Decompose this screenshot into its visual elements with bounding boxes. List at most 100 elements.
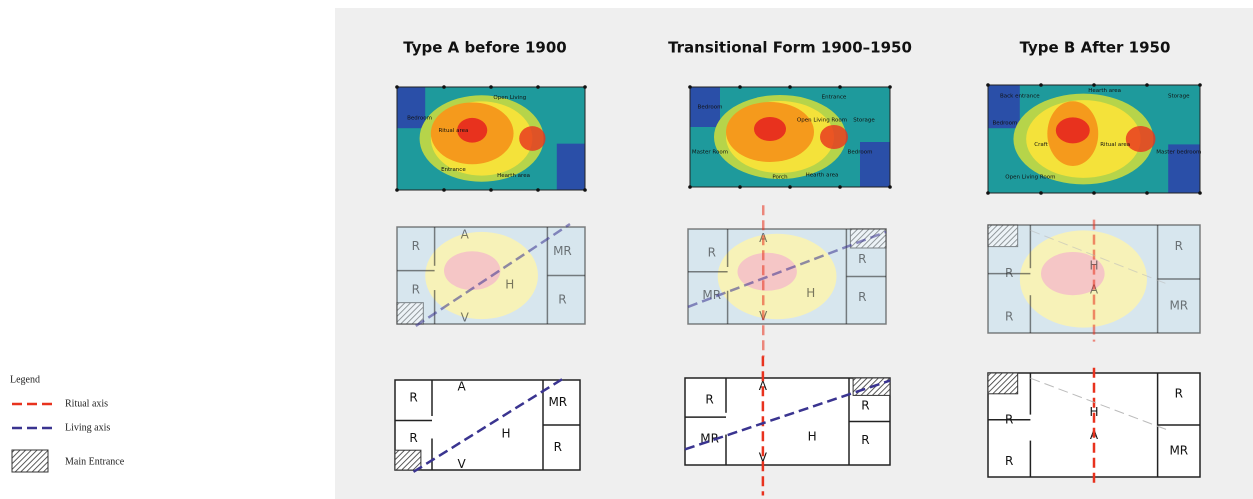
room-label: R bbox=[554, 440, 562, 454]
room-label: R bbox=[858, 252, 866, 266]
heatmap-label: Porch bbox=[772, 175, 788, 181]
legend-label: Main Entrance bbox=[65, 456, 125, 467]
node-dot bbox=[986, 191, 990, 195]
legend-label: Ritual axis bbox=[65, 398, 108, 409]
heatmap-label: Master Room bbox=[692, 150, 728, 156]
room-label: R bbox=[1005, 309, 1013, 323]
heatmap-label: Entrance bbox=[441, 167, 466, 173]
heatmap-label: Hearth area bbox=[806, 173, 839, 179]
room-label: R bbox=[1175, 239, 1183, 253]
floor-plan: RRRMRHA bbox=[988, 368, 1200, 486]
room-label: V bbox=[461, 311, 470, 325]
node-dot bbox=[583, 85, 587, 89]
node-dot bbox=[788, 185, 792, 189]
heatmap-label: Open Living Room bbox=[1005, 174, 1055, 180]
room-label: H bbox=[808, 430, 817, 444]
node-dot bbox=[986, 83, 990, 87]
node-dot bbox=[395, 85, 399, 89]
heat-cold bbox=[397, 87, 425, 128]
node-dot bbox=[395, 188, 399, 192]
heat-cold bbox=[557, 144, 585, 190]
heatmap-label: Ritual area bbox=[1100, 142, 1130, 148]
entrance-swatch bbox=[12, 450, 48, 472]
room-label: H bbox=[501, 427, 510, 441]
room-label: MR bbox=[1169, 299, 1188, 313]
room-label: MR bbox=[1169, 444, 1188, 458]
heatmap-label: Storage bbox=[1168, 93, 1190, 99]
heat-hot bbox=[754, 117, 786, 141]
node-dot bbox=[536, 85, 540, 89]
legend-label: Living axis bbox=[65, 422, 110, 433]
room-label: R bbox=[1175, 386, 1183, 400]
overlay-plan: RRRMRHA bbox=[988, 220, 1200, 342]
legend: Legend Ritual axis Living axis Main Entr… bbox=[10, 374, 125, 472]
room-label: R bbox=[558, 292, 566, 306]
heatmap-label: Bedroom bbox=[993, 120, 1018, 126]
room-label: R bbox=[1005, 412, 1013, 426]
heatmap-label: Craft bbox=[1034, 142, 1048, 148]
room-label: R bbox=[705, 392, 713, 406]
room-label: R bbox=[1005, 454, 1013, 468]
room-label: A bbox=[461, 227, 470, 241]
node-dot bbox=[442, 85, 446, 89]
room-label: MR bbox=[553, 244, 572, 258]
room-label: R bbox=[861, 433, 869, 447]
heatmap-label: Entrance bbox=[822, 95, 847, 101]
overlay-hot bbox=[444, 251, 500, 290]
room-label: R bbox=[409, 431, 417, 445]
room-label: V bbox=[457, 457, 466, 471]
figure: Legend Ritual axis Living axis Main Entr… bbox=[0, 0, 1253, 499]
room-label: R bbox=[858, 290, 866, 304]
main-entrance bbox=[988, 225, 1018, 247]
node-dot bbox=[888, 85, 892, 89]
heat-hot bbox=[519, 126, 545, 151]
heatmap-label: Open Living bbox=[493, 95, 526, 101]
room-label: H bbox=[505, 278, 514, 292]
heatmap: Bedroom Ritual area Open Living Entrance Hea… bbox=[395, 85, 587, 192]
node-dot bbox=[838, 85, 842, 89]
main-entrance bbox=[850, 229, 886, 248]
heatmap: Bedroom Entrance Open Living Room Storage Ma… bbox=[688, 85, 892, 189]
column-title: Type B After 1950 bbox=[1020, 39, 1171, 57]
heatmap-label: Bedroom bbox=[698, 105, 723, 111]
node-dot bbox=[1145, 191, 1149, 195]
heatmap-label: Back entrance bbox=[1000, 93, 1040, 99]
heat-hot bbox=[1126, 126, 1156, 152]
node-dot bbox=[1092, 191, 1096, 195]
node-dot bbox=[888, 185, 892, 189]
node-dot bbox=[1039, 83, 1043, 87]
column-title: Type A before 1900 bbox=[403, 39, 566, 57]
main-entrance bbox=[988, 373, 1018, 394]
legend-title: Legend bbox=[10, 374, 40, 385]
node-dot bbox=[1198, 191, 1202, 195]
node-dot bbox=[1198, 83, 1202, 87]
heatmap-label: Bedroom bbox=[407, 115, 432, 121]
node-dot bbox=[442, 188, 446, 192]
room-label: H bbox=[806, 286, 815, 300]
heat-hot bbox=[1056, 117, 1090, 143]
main-entrance bbox=[397, 303, 423, 324]
room-label: R bbox=[861, 398, 869, 412]
column-title: Transitional Form 1900–1950 bbox=[668, 39, 912, 57]
heatmap-label: Hearth area bbox=[497, 173, 530, 179]
room-label: MR bbox=[548, 395, 567, 409]
node-dot bbox=[838, 185, 842, 189]
node-dot bbox=[1145, 83, 1149, 87]
node-dot bbox=[688, 85, 692, 89]
heatmap-label: Ritual area bbox=[438, 128, 468, 134]
node-dot bbox=[788, 85, 792, 89]
heat-hot bbox=[820, 125, 848, 149]
node-dot bbox=[738, 85, 742, 89]
heatmap-label: Storage bbox=[853, 118, 875, 124]
heatmap-label: Master bedroom bbox=[1156, 149, 1201, 155]
room-label: R bbox=[708, 245, 716, 259]
node-dot bbox=[1092, 83, 1096, 87]
room-label: R bbox=[412, 283, 420, 297]
heatmap-label: Open Living Room bbox=[797, 118, 847, 124]
node-dot bbox=[489, 188, 493, 192]
node-dot bbox=[536, 188, 540, 192]
room-label: R bbox=[409, 391, 417, 405]
node-dot bbox=[688, 185, 692, 189]
